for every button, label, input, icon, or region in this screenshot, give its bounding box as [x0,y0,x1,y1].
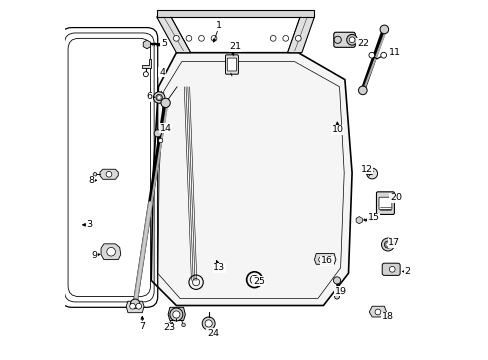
Circle shape [153,92,164,103]
Circle shape [154,130,161,137]
Circle shape [106,247,115,256]
Circle shape [166,323,170,327]
Circle shape [182,323,185,327]
Circle shape [129,303,135,309]
Polygon shape [151,53,351,306]
Circle shape [386,243,388,246]
Circle shape [130,299,140,309]
Text: 8: 8 [88,176,94,185]
Polygon shape [142,59,151,68]
FancyBboxPatch shape [378,197,391,210]
Polygon shape [100,169,118,179]
Text: 7: 7 [139,322,145,331]
FancyBboxPatch shape [376,192,394,215]
Text: 10: 10 [331,125,343,134]
Text: 23: 23 [163,323,175,332]
Text: 25: 25 [252,276,264,285]
Circle shape [93,172,97,176]
Circle shape [325,257,331,262]
Text: 3: 3 [86,220,92,229]
Circle shape [202,317,215,330]
Circle shape [358,86,366,95]
Circle shape [136,303,142,309]
Circle shape [333,277,340,284]
Circle shape [172,311,180,318]
Text: 6: 6 [146,92,152,101]
Circle shape [333,36,341,43]
Text: 11: 11 [388,48,400,57]
Circle shape [158,96,160,99]
Polygon shape [156,17,190,53]
Text: 15: 15 [367,213,379,222]
Text: 24: 24 [206,329,219,338]
Text: 2: 2 [404,267,410,276]
Circle shape [368,52,374,58]
Text: 19: 19 [334,287,346,296]
Circle shape [366,168,377,179]
Circle shape [143,72,148,77]
Circle shape [169,308,183,321]
FancyBboxPatch shape [227,58,236,71]
Circle shape [198,36,204,41]
FancyBboxPatch shape [382,263,399,275]
Polygon shape [355,217,362,224]
Circle shape [346,35,357,45]
Circle shape [334,294,339,299]
Text: 9: 9 [91,251,98,260]
Circle shape [318,257,324,262]
Text: 21: 21 [229,42,241,51]
Circle shape [384,241,391,248]
Circle shape [173,36,179,41]
Polygon shape [168,307,185,320]
Circle shape [158,138,163,143]
Circle shape [204,320,212,327]
Polygon shape [101,244,121,260]
Circle shape [106,171,112,177]
Circle shape [374,309,380,315]
Circle shape [295,36,301,41]
Circle shape [282,36,288,41]
Circle shape [379,25,388,34]
Text: 22: 22 [356,39,368,48]
Text: 4: 4 [159,68,164,77]
Text: 12: 12 [360,165,372,174]
Text: 20: 20 [389,193,401,202]
Text: 14: 14 [159,123,171,132]
FancyBboxPatch shape [225,55,238,74]
Circle shape [211,36,217,41]
Polygon shape [156,10,314,17]
Circle shape [270,36,276,41]
Circle shape [161,98,170,108]
Polygon shape [368,306,386,317]
Circle shape [348,37,354,42]
FancyBboxPatch shape [333,32,355,47]
Text: 5: 5 [161,39,166,48]
Text: 13: 13 [213,264,225,273]
Polygon shape [314,253,335,264]
Circle shape [156,94,162,101]
Polygon shape [143,40,150,49]
Circle shape [380,52,386,58]
Text: 1: 1 [216,21,222,30]
Text: 17: 17 [387,238,400,247]
Text: 18: 18 [381,312,393,321]
Circle shape [388,266,394,272]
Circle shape [185,36,191,41]
Polygon shape [126,301,144,313]
Text: 16: 16 [320,256,332,265]
Circle shape [381,238,394,251]
Polygon shape [287,17,314,53]
